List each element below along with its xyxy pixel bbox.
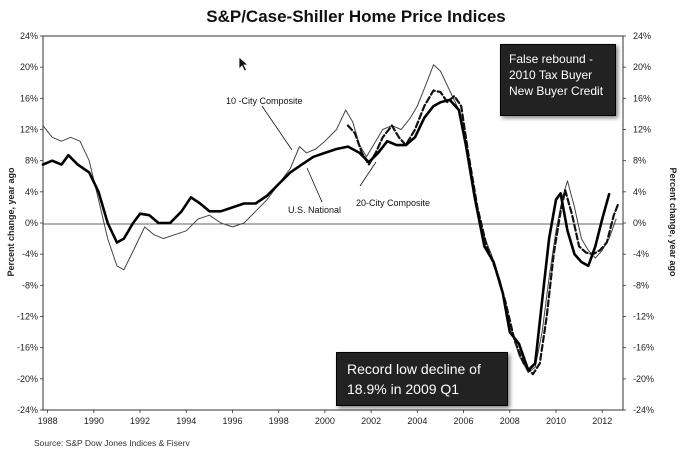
x-tick-label: 2008	[500, 416, 520, 426]
callout-line: False rebound -	[509, 52, 594, 66]
x-tick-label: 2010	[546, 416, 566, 426]
x-tick-label: 1988	[38, 416, 58, 426]
x-tick-label: 1994	[176, 416, 196, 426]
ten-city-leader	[261, 105, 293, 151]
y-tick-label-left: -8%	[22, 280, 38, 290]
record-low-callout: Record low decline of 18.9% in 2009 Q1	[336, 352, 508, 406]
x-tick-label: 2012	[592, 416, 612, 426]
series-layer	[41, 64, 620, 376]
y-tick-label-left: -4%	[22, 249, 38, 259]
source-note: Source: S&P Dow Jones Indices & Fiserv	[34, 438, 190, 448]
false-rebound-callout: False rebound - 2010 Tax Buyer New Buyer…	[500, 44, 616, 116]
x-tick-label: 2004	[407, 416, 427, 426]
y-tick-label-left: -24%	[17, 405, 38, 415]
us-national-label: U.S. National	[288, 205, 341, 215]
y-tick-label-right: -24%	[633, 405, 654, 415]
y-axis-left-title: Percent change, year ago	[6, 167, 16, 277]
y-axis-right-title: Percent change, year ago	[668, 167, 678, 277]
series-line-dashed	[346, 89, 620, 376]
us-national-leader	[306, 167, 323, 203]
y-tick-label-right: 12%	[633, 125, 651, 135]
x-tick-label: 1990	[84, 416, 104, 426]
y-tick-label-right: 24%	[633, 31, 651, 41]
x-axis: 1988 1990 1992 1994 1996 1998 2000 2002 2004 2006…	[38, 410, 612, 426]
twenty-city-leader	[359, 161, 377, 187]
y-tick-label-left: 24%	[20, 31, 38, 41]
y-tick-label-right: -4%	[633, 249, 649, 259]
x-tick-label: 2000	[315, 416, 335, 426]
x-tick-label: 1996	[222, 416, 242, 426]
y-tick-label-left: 4%	[25, 187, 38, 197]
y-tick-label-right: 4%	[633, 187, 646, 197]
callout-line: 2010 Tax Buyer	[509, 68, 593, 82]
y-tick-label-left: 12%	[20, 125, 38, 135]
x-tick-label: 1992	[130, 416, 150, 426]
mouse-pointer-icon	[238, 56, 250, 72]
ten-city-label: 10 -City Composite	[226, 96, 303, 106]
y-tick-label-right: 20%	[633, 62, 651, 72]
y-axis-right: 24% 20% 16% 12% 8% 4% 0% -4% -8% -12% -16% -20% -24%	[623, 31, 654, 415]
callout-line: New Buyer Credit	[509, 84, 604, 98]
callout-line: Record low decline of	[347, 361, 481, 377]
y-tick-label-left: -16%	[17, 343, 38, 353]
chart-title: S&P/Case-Shiller Home Price Indices	[206, 7, 506, 26]
y-tick-label-left: -12%	[17, 312, 38, 322]
y-tick-label-left: 20%	[20, 62, 38, 72]
y-tick-label-right: -8%	[633, 280, 649, 290]
y-tick-label-right: 0%	[633, 218, 646, 228]
twenty-city-label: 20-City Composite	[356, 198, 430, 208]
callout-line: 18.9% in 2009 Q1	[347, 381, 460, 397]
y-tick-label-right: 8%	[633, 156, 646, 166]
x-tick-label: 1998	[269, 416, 289, 426]
y-axis-left: 24% 20% 16% 12% 8% 4% 0% -4% -8% -12% -16% -20% -24%	[17, 31, 43, 415]
x-tick-label: 2002	[361, 416, 381, 426]
y-tick-label-right: 16%	[633, 93, 651, 103]
y-tick-label-left: -20%	[17, 374, 38, 384]
x-tick-label: 2006	[454, 416, 474, 426]
series-line-thick	[41, 98, 611, 372]
series-line-thin	[42, 64, 617, 374]
y-tick-label-left: 16%	[20, 93, 38, 103]
y-tick-label-right: -16%	[633, 343, 654, 353]
y-tick-label-left: 0%	[25, 218, 38, 228]
y-tick-label-right: -12%	[633, 312, 654, 322]
y-tick-label-right: -20%	[633, 374, 654, 384]
y-tick-label-left: 8%	[25, 156, 38, 166]
